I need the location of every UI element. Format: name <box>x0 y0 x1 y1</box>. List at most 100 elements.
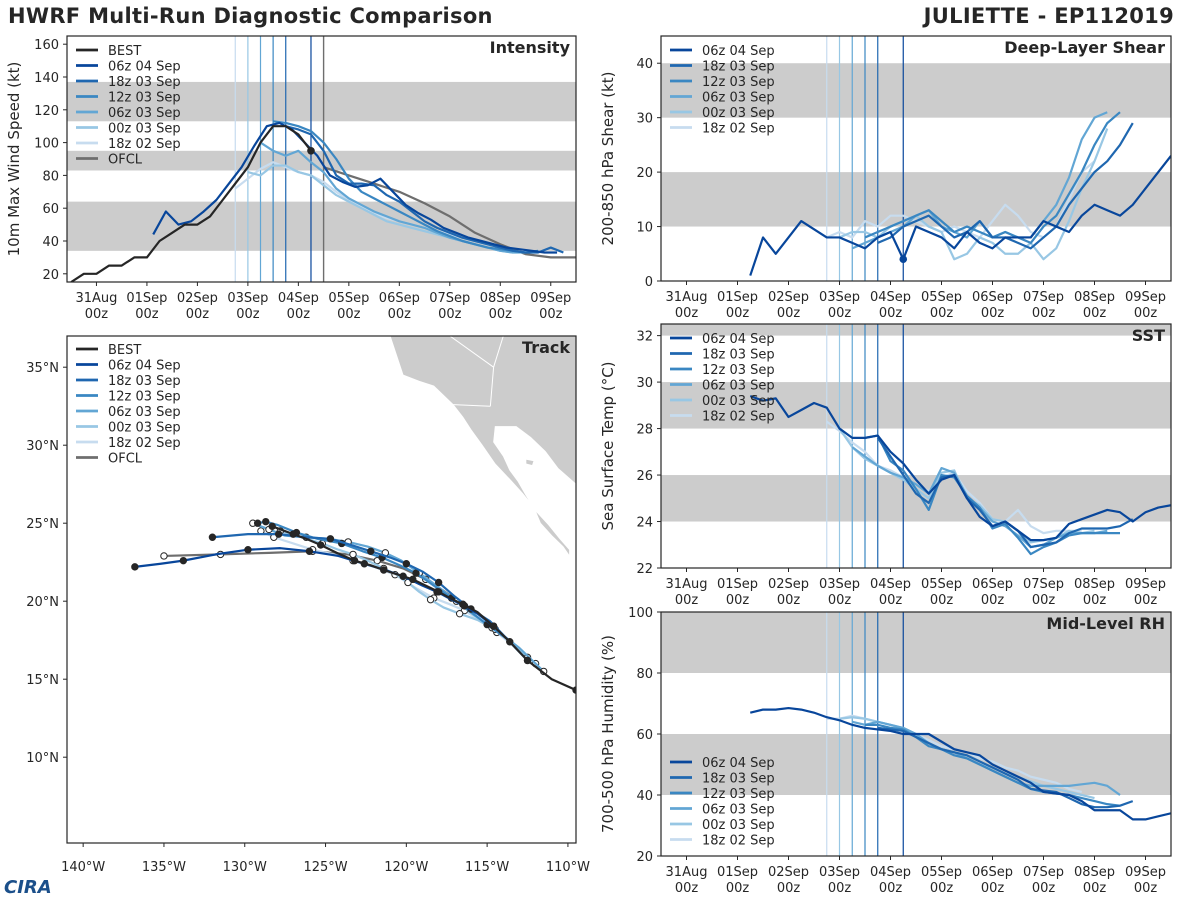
y-tick-label: 32 <box>636 330 653 345</box>
threshold-band <box>661 382 1171 429</box>
x-tick-label: 06Sep <box>379 291 420 306</box>
y-tick-label: 100 <box>34 137 59 152</box>
x-tick-label: 02Sep <box>177 291 218 306</box>
legend-label-18z-02-sep: 18z 02 Sep <box>108 436 181 451</box>
sst-title: SST <box>1132 326 1165 345</box>
y-tick-label: 26 <box>636 469 653 484</box>
track-point-18z-03-sep <box>274 530 283 538</box>
y-tick-label: 60 <box>636 728 653 743</box>
y-axis-label: 700-500 hPa Humidity (%) <box>599 635 617 833</box>
legend-label-18z-02-sep: 18z 02 Sep <box>702 122 775 137</box>
legend-label-18z-03-sep: 18z 03 Sep <box>702 60 775 75</box>
threshold-band <box>67 81 576 122</box>
y-tick-label: 120 <box>34 104 59 119</box>
y-tick-label: 40 <box>42 235 59 250</box>
x-tick-label-hour: 00z <box>726 881 750 896</box>
track-point-18z-03-sep <box>434 578 443 587</box>
x-tick-label-hour: 00z <box>489 307 513 322</box>
series-line-12z-03-sep <box>272 120 539 254</box>
x-tick-label-hour: 00z <box>675 593 699 608</box>
series-line-06z-04-sep <box>749 155 1171 276</box>
storm-title: JULIETTE - EP112019 <box>923 4 1174 28</box>
x-tick-label: 09Sep <box>1125 865 1166 880</box>
land-tiburon <box>525 458 535 466</box>
x-tick-label: 05Sep <box>921 577 962 592</box>
x-tick-label: 02Sep <box>768 290 809 305</box>
x-tick-label: 04Sep <box>870 290 911 305</box>
y-tick-label: 35°N <box>26 361 59 376</box>
border-line <box>493 336 504 368</box>
x-tick-label: 125°W <box>303 860 347 875</box>
series-line-18z-03-sep <box>285 125 564 254</box>
series-line-00z-03-sep <box>839 128 1109 261</box>
y-tick-label: 28 <box>636 423 653 438</box>
y-tick-label: 20°N <box>26 595 59 610</box>
x-tick-label: 06Sep <box>972 577 1013 592</box>
track-point-00z-03-sep <box>349 550 357 559</box>
legend-label-06z-04-sep: 06z 04 Sep <box>108 60 181 75</box>
legend-label-06z-03-sep: 06z 03 Sep <box>702 379 775 394</box>
x-tick-label-hour: 00z <box>879 306 903 321</box>
legend-label-ofcl: OFCL <box>108 452 143 467</box>
track-point-best <box>489 622 498 630</box>
x-tick-label: 110°W <box>546 860 590 875</box>
legend-label-12z-03-sep: 12z 03 Sep <box>702 787 775 802</box>
x-tick-label: 07Sep <box>1023 577 1064 592</box>
track-point-18z-03-sep <box>208 533 217 541</box>
y-tick-label: 80 <box>636 667 653 682</box>
series-line-ofcl <box>323 166 576 259</box>
threshold-band <box>661 324 1171 336</box>
x-tick-label-hour: 00z <box>828 593 852 608</box>
x-tick-label-hour: 00z <box>777 306 801 321</box>
series-line-06z-04-sep <box>152 121 558 254</box>
x-tick-label-hour: 00z <box>675 306 699 321</box>
x-tick-label: 09Sep <box>1125 577 1166 592</box>
y-tick-label: 40 <box>636 789 653 804</box>
legend-label-00z-03-sep: 00z 03 Sep <box>702 106 775 121</box>
track-line-ofcl <box>163 550 464 606</box>
track-point-00z-03-sep <box>455 609 464 618</box>
x-tick-label: 03Sep <box>819 577 860 592</box>
panel-shear: 01020304031Aug00z01Sep00z02Sep00z03Sep00… <box>599 35 1172 321</box>
legend-label-ofcl: OFCL <box>108 153 143 168</box>
x-tick-label: 31Aug <box>666 290 708 305</box>
x-tick-label: 04Sep <box>870 577 911 592</box>
x-tick-label-hour: 00z <box>135 307 159 322</box>
x-tick-label: 08Sep <box>1074 577 1115 592</box>
y-tick-label: 20 <box>42 268 59 283</box>
x-tick-label-hour: 00z <box>1032 593 1056 608</box>
track-point-06z-04-sep <box>244 546 252 554</box>
x-tick-label: 07Sep <box>1023 290 1064 305</box>
y-tick-label: 30 <box>636 112 653 127</box>
legend-label-06z-03-sep: 06z 03 Sep <box>108 405 181 420</box>
y-tick-label: 160 <box>34 38 59 53</box>
legend-label-06z-03-sep: 06z 03 Sep <box>702 803 775 818</box>
x-tick-label-hour: 00z <box>828 306 852 321</box>
track-point-ofcl <box>160 552 168 560</box>
track-title: Track <box>522 338 570 357</box>
legend-label-18z-03-sep: 18z 03 Sep <box>108 75 181 90</box>
legend-label-06z-03-sep: 06z 03 Sep <box>702 91 775 106</box>
legend-label-06z-04-sep: 06z 04 Sep <box>702 332 775 347</box>
shear-plot-area <box>661 36 1171 281</box>
track-point-12z-03-sep <box>253 519 262 527</box>
intensity-title: Intensity <box>490 38 571 57</box>
intensity-plot-area <box>67 36 576 282</box>
threshold-band <box>661 475 1171 522</box>
legend-label-00z-03-sep: 00z 03 Sep <box>702 394 775 409</box>
series-marker-best <box>307 147 315 155</box>
legend-label-best: BEST <box>108 44 141 59</box>
x-tick-label-hour: 00z <box>981 593 1005 608</box>
legend-label-best: BEST <box>108 343 141 358</box>
x-tick-label-hour: 00z <box>1032 881 1056 896</box>
y-tick-label: 24 <box>636 516 653 531</box>
x-tick-label-hour: 00z <box>1083 881 1107 896</box>
legend-label-06z-04-sep: 06z 04 Sep <box>702 44 775 59</box>
track-point-12z-03-sep <box>262 517 270 526</box>
x-tick-label: 04Sep <box>870 865 911 880</box>
x-tick-label: 130°W <box>223 860 267 875</box>
series-marker-06z-04-sep <box>899 255 908 264</box>
track-point-best <box>434 588 443 596</box>
panel-rh: 2040608010031Aug00z01Sep00z02Sep00z03Sep… <box>599 606 1172 896</box>
